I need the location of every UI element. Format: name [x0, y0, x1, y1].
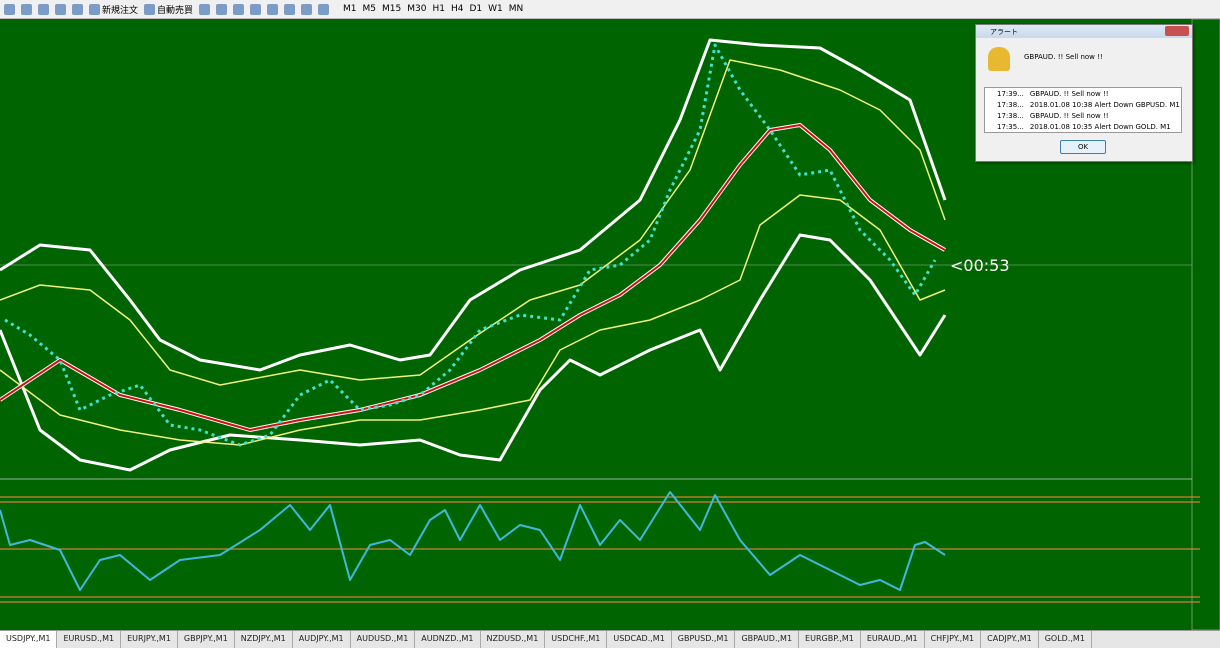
- alert-text: 2018.01.08 10:38 Alert Down GBPUSD. M1: [1029, 100, 1180, 109]
- timeframe-button[interactable]: D1: [469, 4, 483, 14]
- chart-tab[interactable]: AUDNZD.,M1: [415, 631, 481, 648]
- alert-time: 17:39...: [997, 89, 1024, 98]
- chart-tab[interactable]: AUDJPY.,M1: [293, 631, 351, 648]
- timeframe-button[interactable]: W1: [488, 4, 503, 14]
- chart-tab[interactable]: EURJPY.,M1: [121, 631, 178, 648]
- timeframes: M1 M5 M15 M30 H1 H4 D1 W1 MN: [343, 4, 523, 14]
- alert-text: 2018.01.08 10:35 Alert Down GOLD. M1: [1029, 122, 1171, 131]
- alert-text: GBPAUD. !! Sell now !!: [1029, 89, 1109, 98]
- chart-tabs: USDJPY.,M1 EURUSD.,M1 EURJPY.,M1 GBPJPY.,M1…: [0, 630, 1220, 648]
- chart-tab[interactable]: EURAUD.,M1: [861, 631, 925, 648]
- auto-trade[interactable]: 自動売買: [144, 3, 193, 16]
- alert-time: 17:35...: [997, 122, 1024, 131]
- timeframe-button[interactable]: H4: [450, 4, 464, 14]
- price-axis: [1191, 19, 1220, 630]
- auto-trade-label: 自動売買: [157, 5, 194, 16]
- lower-band: [0, 233, 947, 472]
- close-button[interactable]: [1165, 26, 1189, 36]
- chart-tab[interactable]: USDCAD.,M1: [607, 631, 672, 648]
- alert-title: アラート: [990, 27, 1018, 36]
- rsi-line: [0, 491, 946, 591]
- alert-row[interactable]: 17:39... GBPAUD. !! Sell now !!: [985, 88, 1181, 99]
- alert-time: 17:38...: [997, 111, 1024, 120]
- chart-tab[interactable]: GBPUSD.,M1: [672, 631, 736, 648]
- timeframe-button[interactable]: M30: [407, 4, 427, 14]
- toolbar: 新規注文 自動売買 M1 M5 M15 M30 H1 H4 D1 W1 MN: [0, 0, 1220, 19]
- ok-button[interactable]: OK: [1060, 140, 1106, 154]
- center-line: [0, 124, 946, 431]
- rsi-levels: [0, 496, 1200, 603]
- chart-tab[interactable]: EURGBP.,M1: [799, 631, 861, 648]
- chart-tab[interactable]: GBPJPY.,M1: [178, 631, 235, 648]
- alert-text: GBPAUD. !! Sell now !!: [1029, 111, 1109, 120]
- lower-band-inner: [0, 194, 946, 446]
- timeframe-button[interactable]: M15: [382, 4, 402, 14]
- chart-tab[interactable]: NZDUSD.,M1: [481, 631, 546, 648]
- alert-message: GBPAUD. !! Sell now !!: [1024, 53, 1103, 61]
- new-order[interactable]: 新規注文: [89, 3, 138, 16]
- new-order-label: 新規注文: [102, 5, 139, 16]
- timeframe-button[interactable]: M5: [362, 4, 377, 14]
- timeframe-button[interactable]: MN: [508, 4, 524, 14]
- chart-tab[interactable]: USDCHF.,M1: [545, 631, 608, 648]
- chart-tab[interactable]: GBPAUD.,M1: [735, 631, 800, 648]
- bell-icon: [988, 47, 1010, 71]
- alert-time: 17:38...: [997, 100, 1024, 109]
- price-path: [4, 43, 937, 447]
- chart-tab[interactable]: GOLD.,M1: [1039, 631, 1092, 648]
- alert-row[interactable]: 17:35... 2018.01.08 10:35 Alert Down GOLD…: [985, 121, 1181, 132]
- alert-dialog: アラート GBPAUD. !! Sell now !! 17:39... GBPA…: [975, 24, 1193, 162]
- bar-timer: <00:53: [950, 256, 1010, 275]
- upper-band-inner: [0, 59, 946, 386]
- chart-tab[interactable]: NZDJPY.,M1: [235, 631, 293, 648]
- chart-tab[interactable]: AUDUSD.,M1: [351, 631, 416, 648]
- upper-band: [0, 38, 947, 372]
- chart-tab[interactable]: CHFJPY.,M1: [925, 631, 982, 648]
- timeframe-button[interactable]: H1: [432, 4, 445, 14]
- chart-tab[interactable]: CADJPY.,M1: [981, 631, 1039, 648]
- chart-tab[interactable]: USDJPY.,M1: [0, 631, 58, 648]
- alert-row[interactable]: 17:38... 2018.01.08 10:38 Alert Down GBPU…: [985, 99, 1181, 110]
- alert-list: 17:39... GBPAUD. !! Sell now !! 17:38... 20…: [984, 87, 1182, 133]
- timeframe-button[interactable]: M1: [343, 4, 357, 14]
- alert-titlebar: アラート: [976, 25, 1192, 38]
- alert-row[interactable]: 17:38... GBPAUD. !! Sell now !!: [985, 110, 1181, 121]
- chart-tab[interactable]: EURUSD.,M1: [57, 631, 122, 648]
